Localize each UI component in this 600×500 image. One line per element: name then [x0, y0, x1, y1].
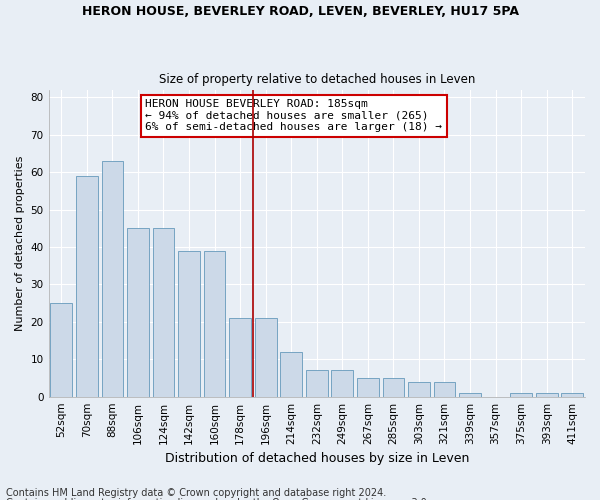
- Bar: [178, 251, 200, 396]
- Bar: [101, 161, 123, 396]
- Title: Size of property relative to detached houses in Leven: Size of property relative to detached ho…: [158, 73, 475, 86]
- Bar: [306, 370, 328, 396]
- Bar: [229, 318, 251, 396]
- Bar: [383, 378, 404, 396]
- Bar: [76, 176, 98, 396]
- Bar: [280, 352, 302, 397]
- Bar: [357, 378, 379, 396]
- Bar: [536, 393, 557, 396]
- Bar: [408, 382, 430, 396]
- Text: HERON HOUSE BEVERLEY ROAD: 185sqm
← 94% of detached houses are smaller (265)
6% : HERON HOUSE BEVERLEY ROAD: 185sqm ← 94% …: [145, 99, 442, 132]
- Text: Contains HM Land Registry data © Crown copyright and database right 2024.: Contains HM Land Registry data © Crown c…: [6, 488, 386, 498]
- X-axis label: Distribution of detached houses by size in Leven: Distribution of detached houses by size …: [164, 452, 469, 465]
- Bar: [434, 382, 455, 396]
- Bar: [255, 318, 277, 396]
- Bar: [510, 393, 532, 396]
- Text: Contains public sector information licensed under the Open Government Licence v3: Contains public sector information licen…: [6, 498, 430, 500]
- Text: HERON HOUSE, BEVERLEY ROAD, LEVEN, BEVERLEY, HU17 5PA: HERON HOUSE, BEVERLEY ROAD, LEVEN, BEVER…: [82, 5, 518, 18]
- Bar: [152, 228, 175, 396]
- Bar: [127, 228, 149, 396]
- Bar: [50, 303, 72, 396]
- Bar: [204, 251, 226, 396]
- Bar: [459, 393, 481, 396]
- Bar: [331, 370, 353, 396]
- Y-axis label: Number of detached properties: Number of detached properties: [15, 156, 25, 331]
- Bar: [562, 393, 583, 396]
